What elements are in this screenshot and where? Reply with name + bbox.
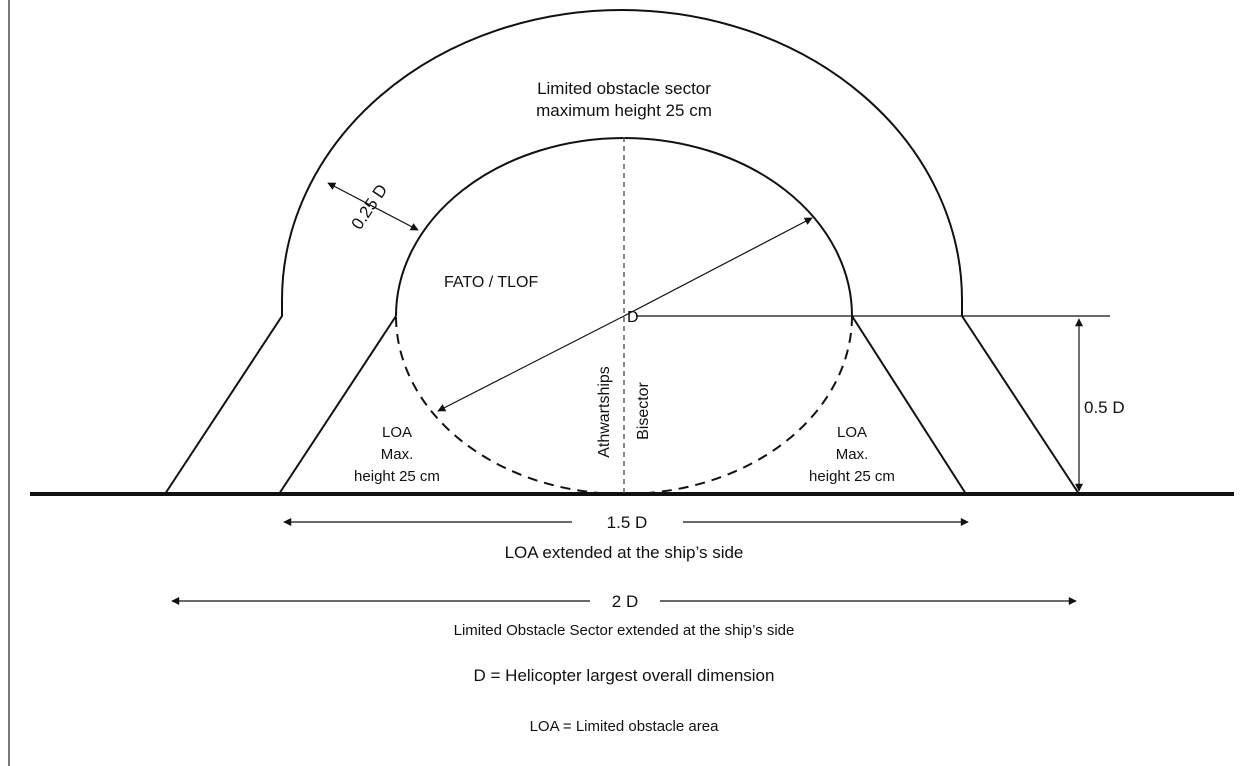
two-d-label: 2 D [612, 592, 638, 611]
loa-left-label-line1: LOA [382, 424, 412, 441]
diameter-arrow-lower-left [437, 315, 625, 412]
loa-right-label-line3: height 25 cm [809, 468, 895, 485]
limited-obstacle-sector-outer-boundary [164, 9, 1080, 495]
sector-title-line1: Limited obstacle sector [537, 79, 711, 98]
bisector-label: Bisector [635, 381, 652, 439]
fato-tlof-circle-lower-arc [395, 315, 853, 495]
diameter-arrow-upper-right [623, 217, 813, 317]
legend-loa-definition: LOA = Limited obstacle area [530, 718, 720, 735]
loa-right-label-line1: LOA [837, 424, 867, 441]
loa-left-label-line3: height 25 cm [354, 468, 440, 485]
sector-extended-label: Limited Obstacle Sector extended at the … [454, 622, 795, 639]
legend-d-definition: D = Helicopter largest overall dimension [474, 666, 775, 685]
sector-width-arrow [327, 182, 419, 231]
half-d-label: 0.5 D [1084, 398, 1125, 417]
loa-extended-label: LOA extended at the ship’s side [505, 543, 744, 562]
quarter-d-label: 0.25 D [348, 181, 392, 233]
fato-tlof-label: FATO / TLOF [444, 274, 538, 291]
loa-left-edge [278, 315, 397, 495]
loa-right-edge [851, 315, 967, 495]
sector-title-line2: maximum height 25 cm [536, 101, 712, 120]
athwartships-label: Athwartships [596, 366, 613, 458]
center-d-label: D [627, 309, 639, 326]
loa-left-label-line2: Max. [381, 446, 414, 463]
loa-right-label-line2: Max. [836, 446, 869, 463]
one-half-d-label: 1.5 D [607, 513, 648, 532]
